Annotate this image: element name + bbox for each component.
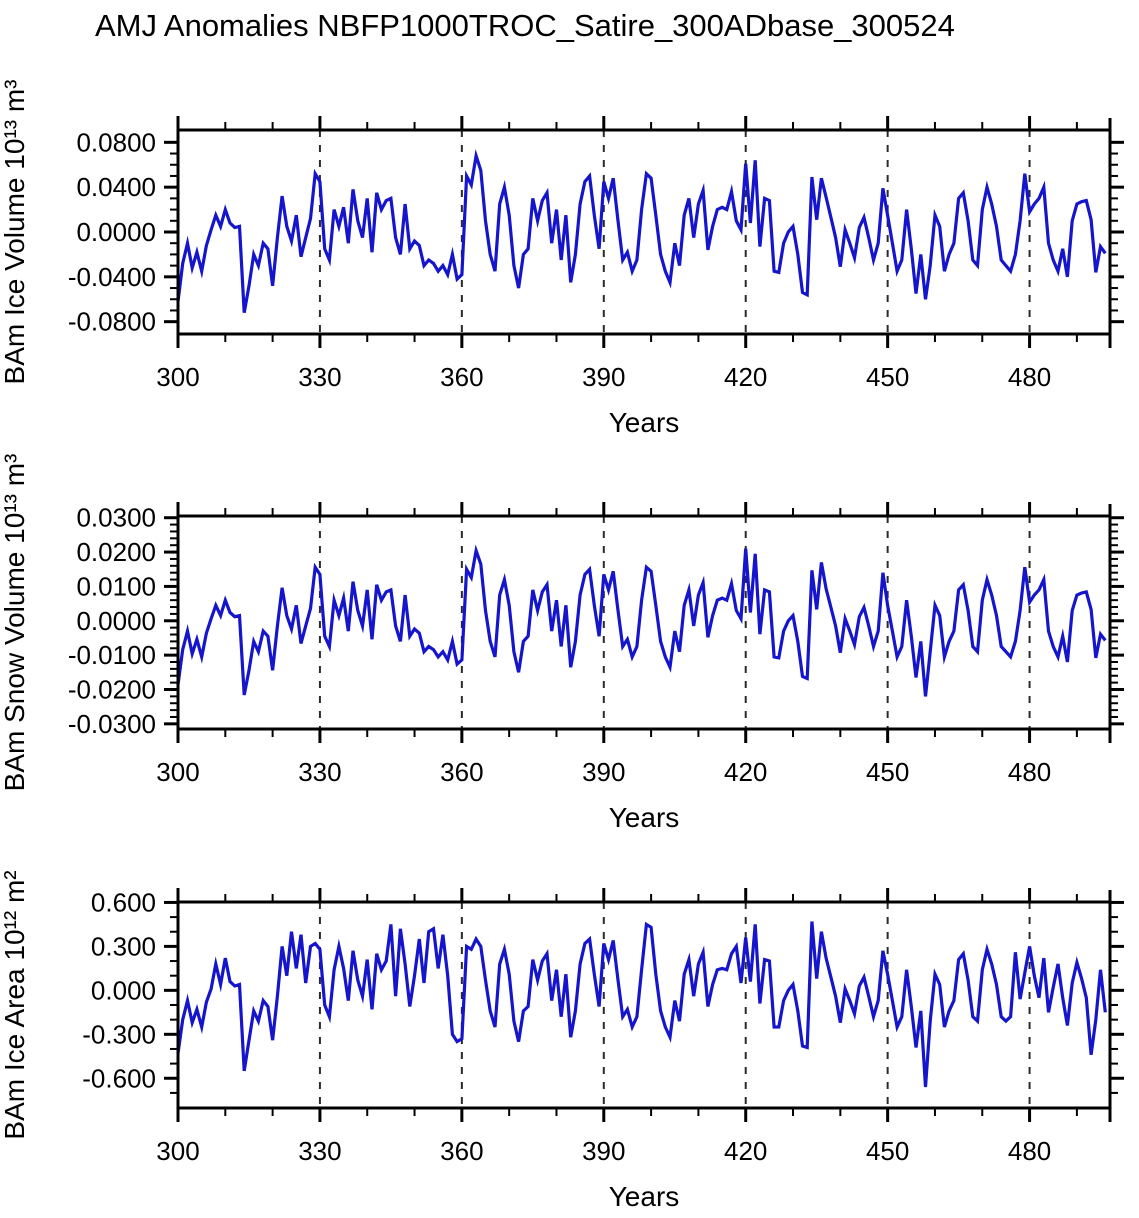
- y-axis-title-snow-volume: BAm Snow Volume 10¹³ m³: [0, 454, 30, 792]
- x-tick-label: 420: [724, 757, 767, 787]
- y-tick-label: 0.0200: [76, 537, 156, 567]
- x-tick-label: 360: [440, 757, 483, 787]
- panel-ice-area: 0.600 0.300 0.000 -0.300 -0.600 300 330 360 390 4…: [0, 870, 1124, 1212]
- y-tick-label: 0.0000: [76, 217, 156, 247]
- y-tick-label: 0.0800: [76, 127, 156, 157]
- x-tick-label: 300: [156, 757, 199, 787]
- chart-title: AMJ Anomalies NBFP1000TROC_Satire_300ADb…: [95, 8, 955, 43]
- y-tick-label: 0.0000: [76, 606, 156, 636]
- plot-frame: [176, 514, 1112, 731]
- x-tick-label: 330: [298, 1136, 341, 1166]
- y-tick-label: 0.0100: [76, 571, 156, 601]
- y-tick-label: -0.0200: [68, 674, 156, 704]
- y-tick-label: 0.0300: [76, 503, 156, 533]
- ice-volume-line: [176, 149, 1107, 313]
- y-tick-label: -0.0400: [68, 262, 156, 292]
- y-tick-label: 0.600: [91, 887, 156, 917]
- y-axis-title-ice-area: BAm Ice Area 10¹² m²: [0, 870, 30, 1139]
- x-tick-label: 360: [440, 1136, 483, 1166]
- ice-area-line: [176, 921, 1107, 1088]
- y-tick-label: 0.000: [91, 975, 156, 1005]
- x-tick-label: 300: [156, 1136, 199, 1166]
- x-tick-label: 450: [866, 1136, 909, 1166]
- snow-volume-line: [176, 544, 1107, 697]
- x-tick-label: 330: [298, 757, 341, 787]
- x-axis-title-ice-volume: Years: [609, 407, 680, 438]
- x-tick-label: 300: [156, 362, 199, 392]
- panel-snow-volume: 0.0300 0.0200 0.0100 0.0000 -0.0100 -0.0200 -0…: [0, 454, 1124, 833]
- y-tick-label: -0.0300: [68, 709, 156, 739]
- x-axis-title-ice-area: Years: [609, 1181, 680, 1212]
- x-tick-label: 360: [440, 362, 483, 392]
- x-tick-label: 390: [582, 1136, 625, 1166]
- x-tick-label: 480: [1008, 362, 1051, 392]
- x-tick-label: 420: [724, 1136, 767, 1166]
- x-tick-label: 480: [1008, 1136, 1051, 1166]
- x-axis-title-snow-volume: Years: [609, 802, 680, 833]
- y-tick-label: 0.300: [91, 931, 156, 961]
- y-tick-label: -0.300: [82, 1019, 156, 1049]
- y-tick-label: -0.0800: [68, 307, 156, 337]
- x-tick-label: 450: [866, 757, 909, 787]
- x-tick-label: 450: [866, 362, 909, 392]
- y-axis-title-ice-volume: BAm Ice Volume 10¹³ m³: [0, 80, 30, 385]
- x-tick-label: 390: [582, 362, 625, 392]
- y-tick-label: 0.0400: [76, 172, 156, 202]
- x-tick-label: 330: [298, 362, 341, 392]
- x-tick-label: 390: [582, 757, 625, 787]
- y-tick-label: -0.600: [82, 1063, 156, 1093]
- x-tick-label: 420: [724, 362, 767, 392]
- x-tick-label: 480: [1008, 757, 1051, 787]
- y-tick-label: -0.0100: [68, 640, 156, 670]
